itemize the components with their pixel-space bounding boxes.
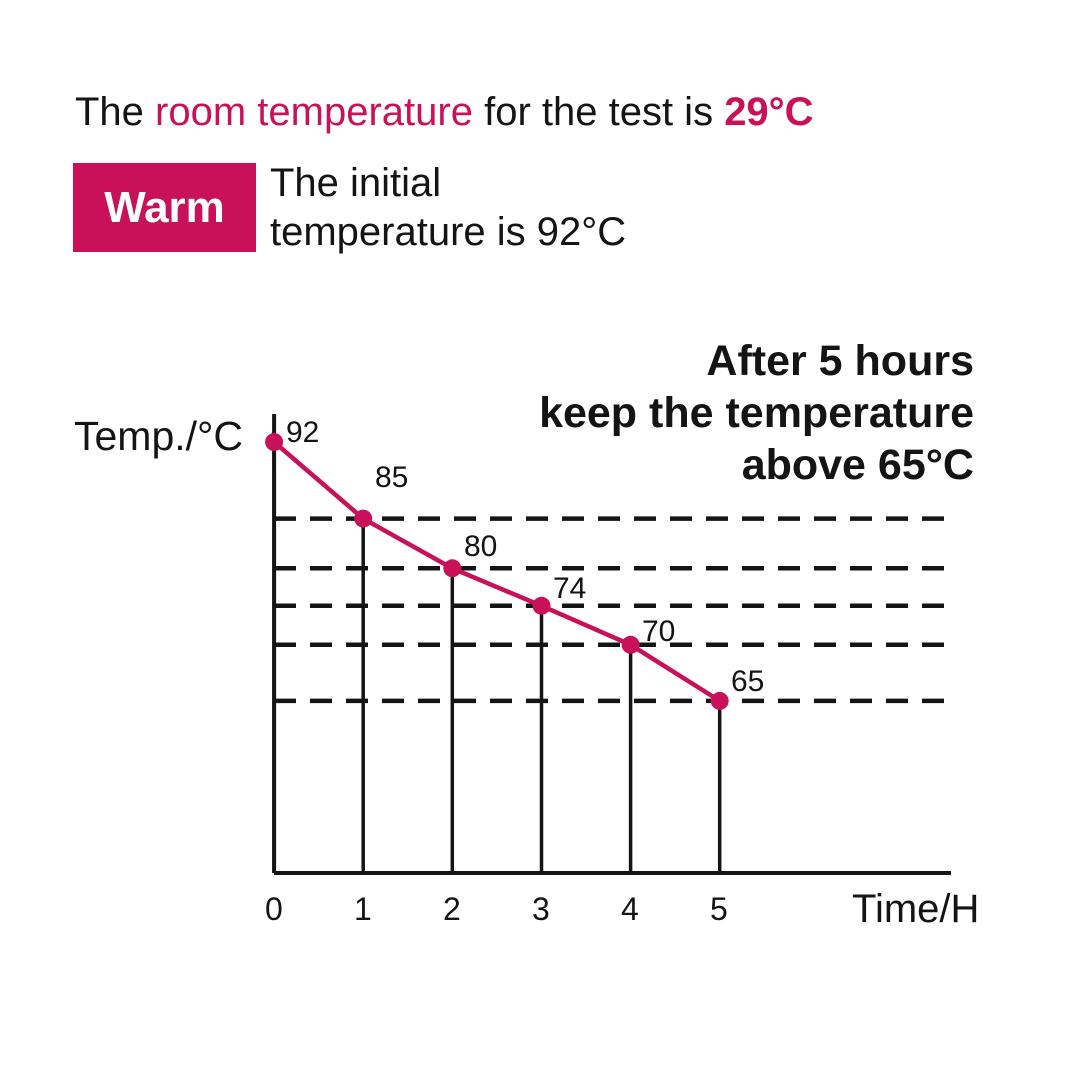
svg-text:4: 4: [621, 891, 639, 927]
svg-text:2: 2: [443, 891, 461, 927]
svg-text:Time/H: Time/H: [852, 887, 979, 931]
svg-text:92: 92: [286, 416, 319, 449]
svg-text:85: 85: [375, 461, 408, 494]
svg-text:5: 5: [710, 891, 728, 927]
svg-text:3: 3: [532, 891, 550, 927]
svg-text:80: 80: [464, 530, 497, 563]
svg-text:65: 65: [731, 665, 764, 698]
svg-text:70: 70: [642, 615, 675, 648]
svg-text:74: 74: [553, 572, 586, 605]
svg-text:0: 0: [265, 891, 283, 927]
svg-text:1: 1: [354, 891, 372, 927]
